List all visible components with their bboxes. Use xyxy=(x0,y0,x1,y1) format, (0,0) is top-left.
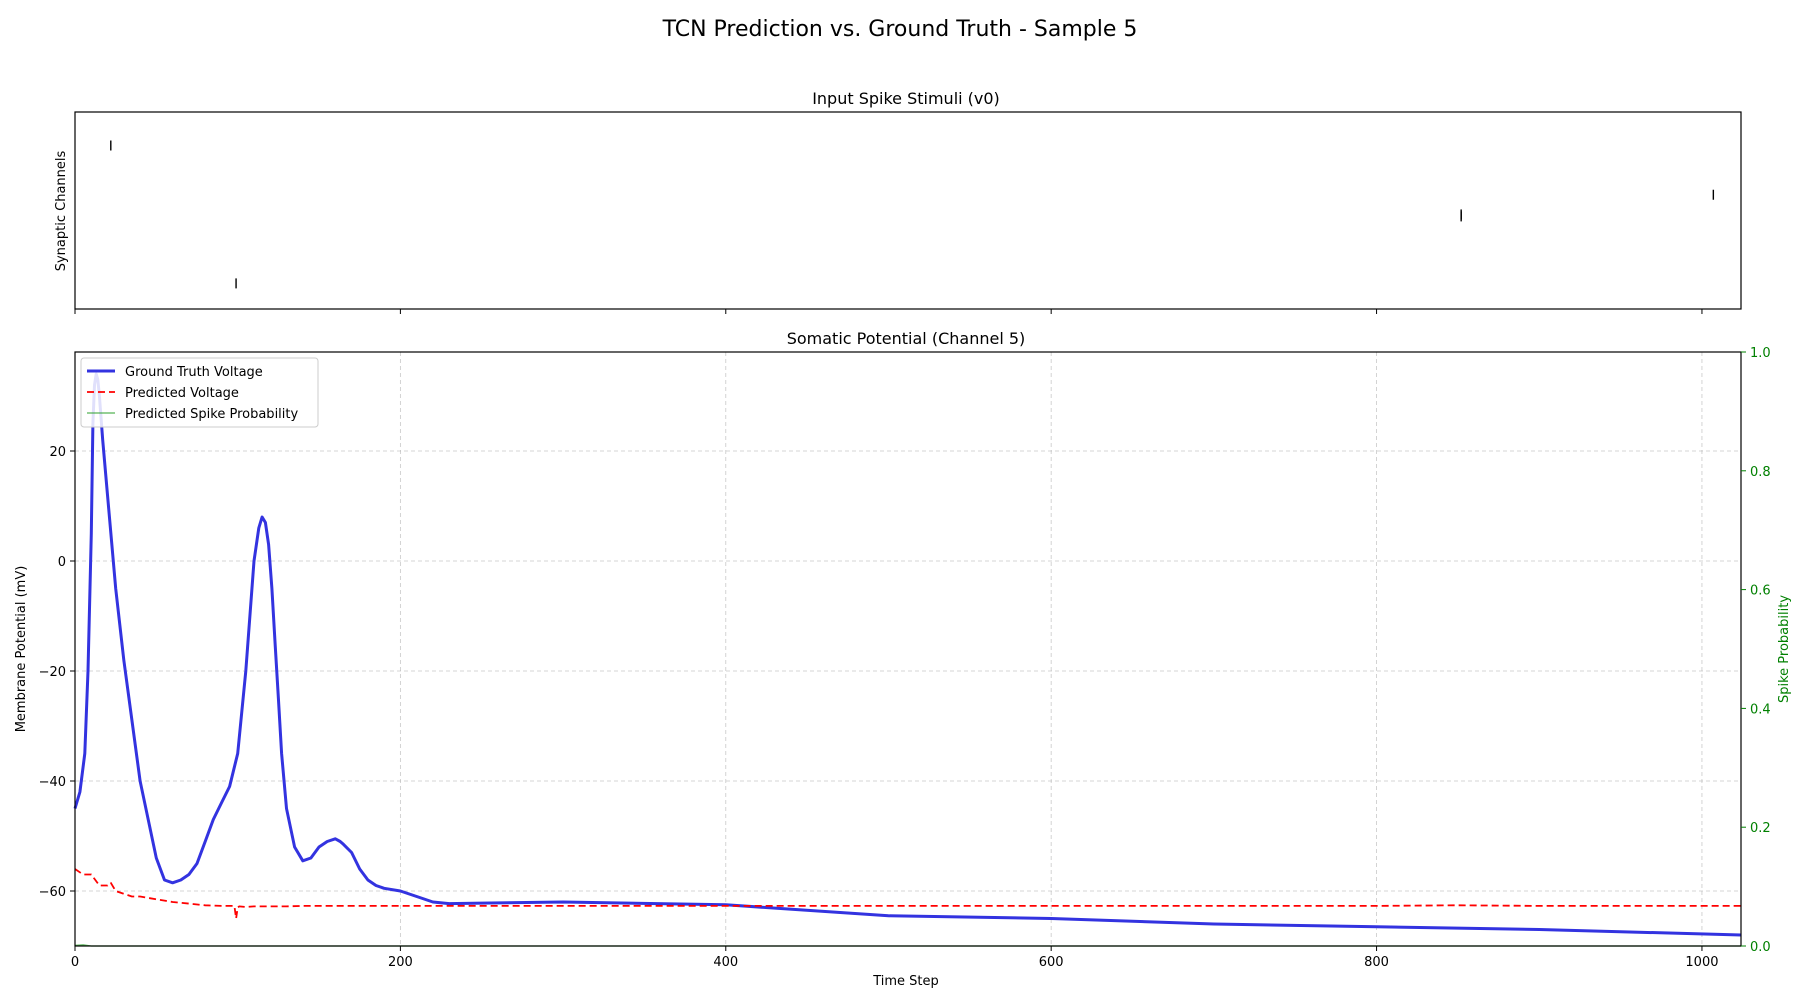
voltage-plot-frame xyxy=(74,351,1742,947)
y-tick-label: 20 xyxy=(49,445,66,460)
voltage-x-ticks: 0 200 400 600 800 1000 xyxy=(71,946,1719,970)
voltage-y-ticks: 20 0 −20 −40 −60 xyxy=(39,445,75,900)
y2-tick-label: 0.4 xyxy=(1750,702,1771,717)
y2-tick-label: 1.0 xyxy=(1750,346,1771,361)
y2-tick-label: 0.6 xyxy=(1750,584,1771,599)
legend-label-ground-truth: Ground Truth Voltage xyxy=(125,365,263,380)
voltage-panel: Somatic Potential (Channel 5) 0 200 400 600… xyxy=(14,329,1792,989)
legend-frame xyxy=(80,357,319,428)
voltage-x-label: Time Step xyxy=(872,974,939,989)
voltage-title: Somatic Potential (Channel 5) xyxy=(787,329,1026,348)
raster-plot-frame xyxy=(74,111,1742,310)
series-predicted-voltage xyxy=(74,868,1741,920)
voltage-series xyxy=(73,372,1742,947)
voltage-y-label: Membrane Potential (mV) xyxy=(14,566,29,733)
y-tick-label: 0 xyxy=(58,555,66,570)
x-tick-label: 600 xyxy=(1039,955,1064,970)
raster-x-ticks xyxy=(74,309,1703,314)
raster-spikes xyxy=(110,140,1715,289)
legend-label-predicted-voltage: Predicted Voltage xyxy=(125,386,239,401)
legend: Ground Truth Voltage Predicted Voltage P… xyxy=(80,357,319,428)
voltage-y2-ticks: 0.0 0.2 0.4 0.6 0.8 1.0 xyxy=(1741,346,1771,955)
x-tick-label: 800 xyxy=(1364,955,1389,970)
raster-panel: Input Spike Stimuli (v0) Synaptic Channe… xyxy=(54,89,1742,314)
y-tick-label: −60 xyxy=(39,885,66,900)
series-ground-truth-voltage xyxy=(73,372,1742,937)
x-tick-label: 1000 xyxy=(1685,955,1718,970)
x-tick-label: 0 xyxy=(71,955,79,970)
legend-label-spike-probability: Predicted Spike Probability xyxy=(125,407,298,422)
raster-title: Input Spike Stimuli (v0) xyxy=(812,89,1000,108)
y2-tick-label: 0.8 xyxy=(1750,465,1771,480)
y2-tick-label: 0.2 xyxy=(1750,821,1771,836)
voltage-grid xyxy=(74,352,1741,946)
x-tick-label: 200 xyxy=(388,955,413,970)
y-tick-label: −40 xyxy=(39,775,66,790)
raster-y-label: Synaptic Channels xyxy=(54,151,69,272)
figure-title: TCN Prediction vs. Ground Truth - Sample… xyxy=(662,17,1138,42)
x-tick-label: 400 xyxy=(713,955,738,970)
voltage-y2-label: Spike Probability xyxy=(1777,595,1792,703)
y-tick-label: −20 xyxy=(39,665,66,680)
y2-tick-label: 0.0 xyxy=(1750,940,1771,955)
